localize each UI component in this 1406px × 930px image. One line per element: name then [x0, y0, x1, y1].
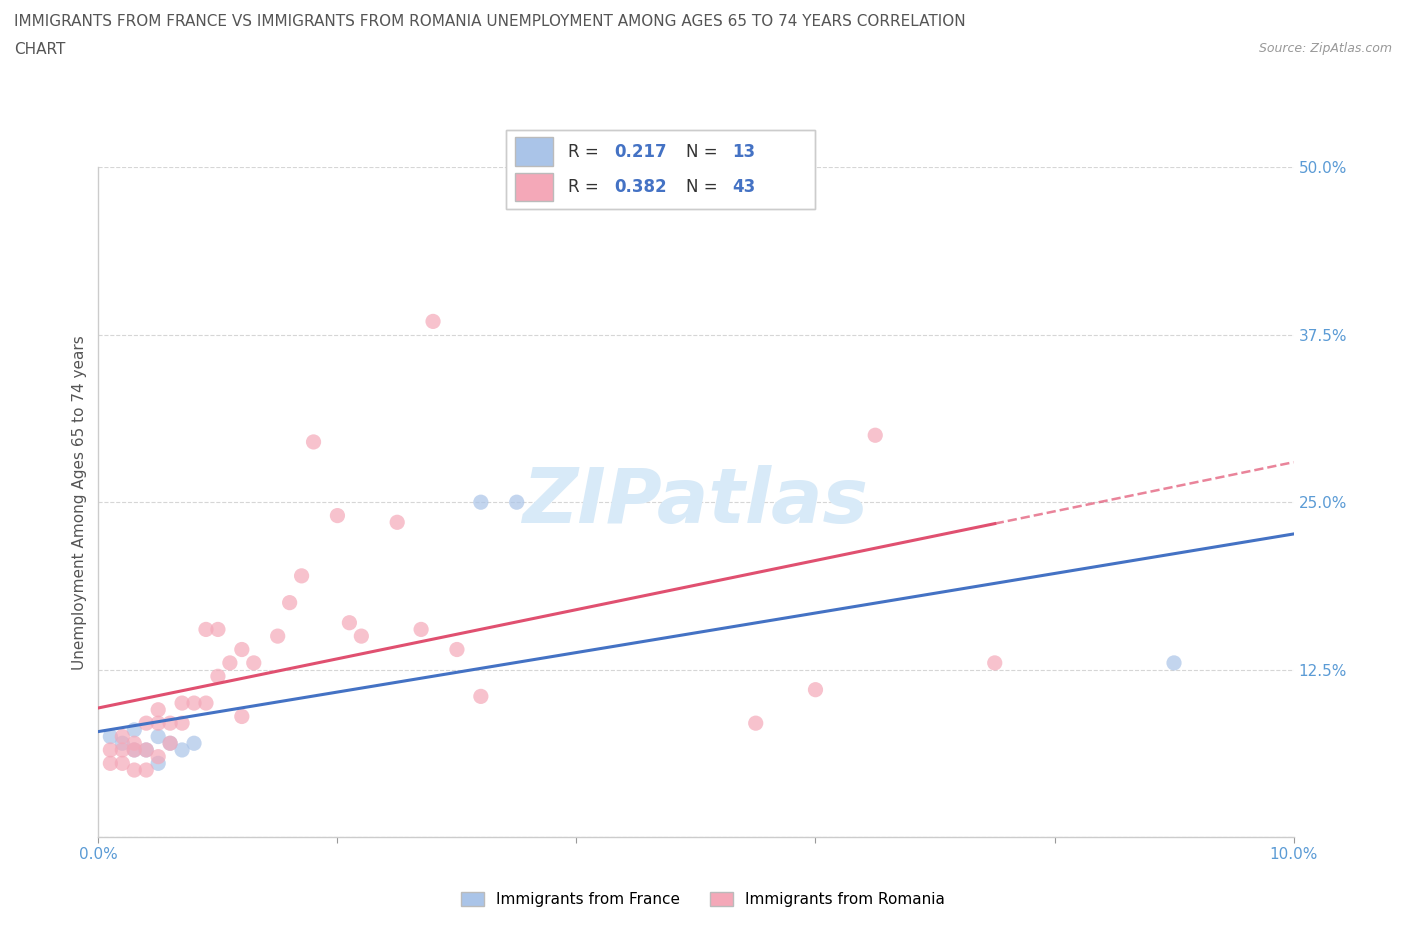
Point: [446, 642, 468, 657]
Point: [1163, 656, 1185, 671]
Point: [278, 595, 301, 610]
Point: [804, 683, 827, 698]
Point: [470, 689, 492, 704]
Point: [302, 434, 325, 449]
Text: IMMIGRANTS FROM FRANCE VS IMMIGRANTS FROM ROMANIA UNEMPLOYMENT AMONG AGES 65 TO : IMMIGRANTS FROM FRANCE VS IMMIGRANTS FRO…: [14, 14, 966, 29]
Point: [98, 729, 122, 744]
Text: 0.217: 0.217: [614, 142, 666, 161]
Point: [159, 736, 181, 751]
Text: N =: N =: [686, 142, 723, 161]
Point: [219, 656, 242, 671]
Point: [267, 629, 290, 644]
Text: ZIPatlas: ZIPatlas: [523, 465, 869, 539]
Point: [207, 669, 229, 684]
Point: [124, 736, 146, 751]
Point: [148, 729, 170, 744]
Point: [231, 709, 253, 724]
Text: CHART: CHART: [14, 42, 66, 57]
Text: R =: R =: [568, 142, 605, 161]
Point: [865, 428, 887, 443]
Legend: Immigrants from France, Immigrants from Romania: Immigrants from France, Immigrants from …: [454, 885, 952, 913]
Point: [124, 763, 146, 777]
Y-axis label: Unemployment Among Ages 65 to 74 years: Unemployment Among Ages 65 to 74 years: [72, 335, 87, 670]
Point: [98, 742, 122, 757]
Point: [983, 656, 1005, 671]
Point: [411, 622, 433, 637]
Point: [350, 629, 373, 644]
Point: [194, 622, 218, 637]
FancyBboxPatch shape: [516, 173, 553, 202]
Point: [111, 742, 134, 757]
Point: [135, 742, 157, 757]
Point: [148, 756, 170, 771]
Point: [159, 736, 181, 751]
Point: [148, 750, 170, 764]
Text: 13: 13: [733, 142, 755, 161]
Text: 0.382: 0.382: [614, 179, 666, 196]
Point: [124, 742, 146, 757]
Point: [194, 696, 218, 711]
Point: [148, 702, 170, 717]
Point: [326, 508, 349, 523]
Point: [183, 696, 205, 711]
Point: [159, 716, 181, 731]
Point: [111, 729, 134, 744]
Text: N =: N =: [686, 179, 723, 196]
Point: [207, 622, 229, 637]
Point: [422, 314, 444, 329]
Text: R =: R =: [568, 179, 605, 196]
Text: Source: ZipAtlas.com: Source: ZipAtlas.com: [1258, 42, 1392, 55]
Point: [745, 716, 768, 731]
Point: [183, 736, 205, 751]
Point: [124, 723, 146, 737]
Point: [231, 642, 253, 657]
Point: [111, 736, 134, 751]
Point: [148, 716, 170, 731]
Point: [111, 756, 134, 771]
Point: [172, 696, 194, 711]
Point: [172, 716, 194, 731]
Point: [135, 742, 157, 757]
Point: [135, 763, 157, 777]
Point: [290, 568, 312, 583]
Point: [243, 656, 266, 671]
Point: [124, 742, 146, 757]
Point: [135, 716, 157, 731]
Point: [98, 756, 122, 771]
Point: [172, 742, 194, 757]
FancyBboxPatch shape: [516, 138, 553, 166]
Point: [339, 616, 360, 631]
Text: 43: 43: [733, 179, 755, 196]
Point: [470, 495, 492, 510]
Point: [385, 515, 409, 530]
Point: [506, 495, 529, 510]
